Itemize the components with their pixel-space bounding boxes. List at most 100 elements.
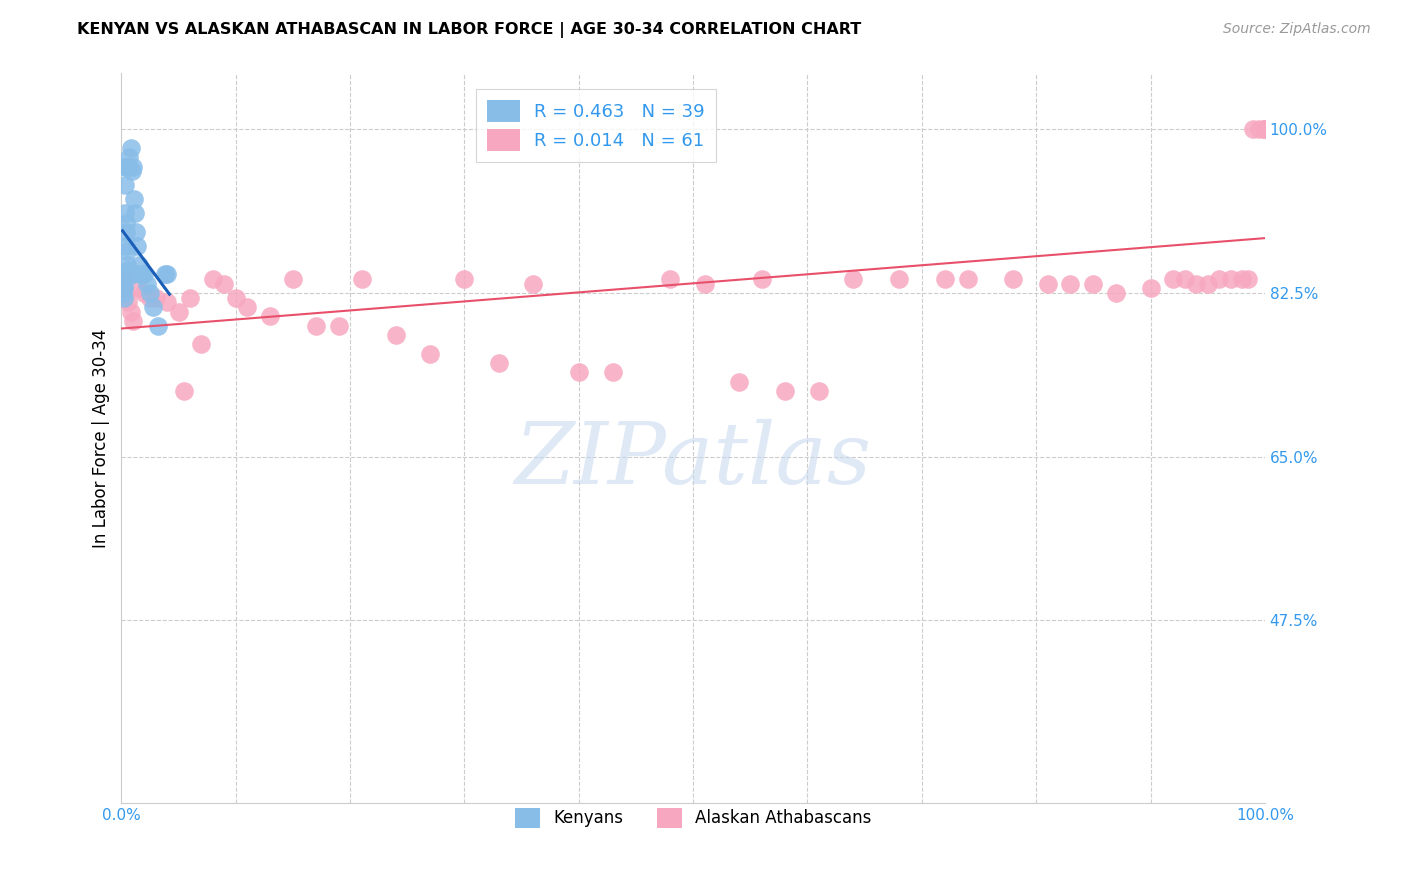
- Point: [328, 318, 350, 333]
- Point: [115, 244, 138, 258]
- Point: [751, 272, 773, 286]
- Point: [522, 277, 544, 291]
- Point: [1059, 277, 1081, 291]
- Point: [1254, 122, 1277, 136]
- Point: [115, 160, 138, 174]
- Point: [120, 141, 142, 155]
- Point: [120, 267, 142, 281]
- Point: [190, 337, 212, 351]
- Point: [131, 267, 153, 281]
- Point: [117, 262, 139, 277]
- Point: [1241, 122, 1264, 136]
- Point: [115, 239, 138, 253]
- Point: [115, 225, 138, 239]
- Point: [134, 267, 156, 281]
- Legend: Kenyans, Alaskan Athabascans: Kenyans, Alaskan Athabascans: [509, 801, 877, 835]
- Point: [1219, 272, 1241, 286]
- Point: [1208, 272, 1230, 286]
- Point: [127, 239, 149, 253]
- Point: [112, 291, 135, 305]
- Point: [111, 281, 134, 295]
- Point: [112, 281, 135, 295]
- Point: [156, 295, 179, 310]
- Point: [167, 304, 190, 318]
- Point: [488, 356, 510, 370]
- Point: [134, 285, 156, 300]
- Point: [1254, 122, 1277, 136]
- Point: [1105, 285, 1128, 300]
- Point: [305, 318, 328, 333]
- Point: [350, 272, 373, 286]
- Point: [111, 277, 134, 291]
- Point: [124, 206, 146, 220]
- Point: [128, 267, 150, 281]
- Point: [1249, 122, 1271, 136]
- Point: [112, 277, 135, 291]
- Point: [122, 267, 145, 281]
- Point: [122, 192, 145, 206]
- Point: [385, 328, 408, 343]
- Point: [156, 267, 179, 281]
- Point: [122, 160, 145, 174]
- Point: [568, 366, 591, 380]
- Point: [887, 272, 910, 286]
- Point: [118, 150, 141, 164]
- Text: Source: ZipAtlas.com: Source: ZipAtlas.com: [1223, 22, 1371, 37]
- Point: [1163, 272, 1185, 286]
- Point: [139, 285, 162, 300]
- Point: [602, 366, 624, 380]
- Point: [1002, 272, 1025, 286]
- Point: [128, 258, 150, 272]
- Point: [419, 347, 441, 361]
- Point: [122, 314, 145, 328]
- Point: [115, 258, 138, 272]
- Point: [117, 295, 139, 310]
- Point: [114, 206, 136, 220]
- Point: [115, 285, 138, 300]
- Point: [225, 291, 247, 305]
- Point: [1254, 122, 1277, 136]
- Point: [112, 272, 135, 286]
- Point: [1230, 272, 1253, 286]
- Y-axis label: In Labor Force | Age 30-34: In Labor Force | Age 30-34: [93, 328, 110, 548]
- Point: [1254, 122, 1277, 136]
- Point: [1139, 281, 1161, 295]
- Text: ZIPatlas: ZIPatlas: [515, 418, 872, 501]
- Point: [1254, 122, 1277, 136]
- Point: [118, 262, 141, 277]
- Point: [135, 277, 157, 291]
- Point: [114, 160, 136, 174]
- Point: [281, 272, 304, 286]
- Point: [142, 300, 165, 314]
- Point: [1236, 272, 1258, 286]
- Point: [117, 160, 139, 174]
- Point: [453, 272, 475, 286]
- Point: [259, 310, 281, 324]
- Point: [773, 384, 796, 399]
- Point: [1185, 277, 1208, 291]
- Point: [121, 164, 143, 178]
- Point: [693, 277, 716, 291]
- Point: [236, 300, 259, 314]
- Point: [1036, 277, 1059, 291]
- Point: [173, 384, 195, 399]
- Point: [145, 291, 167, 305]
- Point: [111, 285, 134, 300]
- Point: [659, 272, 682, 286]
- Point: [1174, 272, 1197, 286]
- Point: [114, 178, 136, 193]
- Point: [128, 281, 150, 295]
- Point: [934, 272, 956, 286]
- Point: [120, 304, 142, 318]
- Point: [146, 318, 169, 333]
- Point: [112, 272, 135, 286]
- Point: [201, 272, 224, 286]
- Point: [807, 384, 830, 399]
- Point: [842, 272, 865, 286]
- Point: [214, 277, 236, 291]
- Point: [728, 375, 751, 389]
- Point: [115, 216, 138, 230]
- Text: KENYAN VS ALASKAN ATHABASCAN IN LABOR FORCE | AGE 30-34 CORRELATION CHART: KENYAN VS ALASKAN ATHABASCAN IN LABOR FO…: [77, 22, 862, 38]
- Point: [139, 291, 162, 305]
- Point: [125, 225, 148, 239]
